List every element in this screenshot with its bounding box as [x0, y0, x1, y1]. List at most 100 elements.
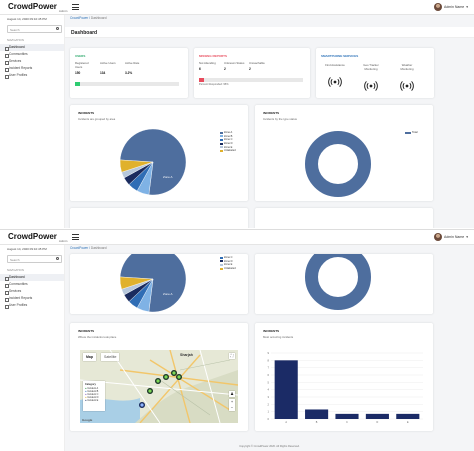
zoom-out-icon[interactable]: −	[230, 405, 234, 410]
legend-item[interactable]: Zone B	[220, 135, 236, 139]
service-label: Weather Monitoring	[400, 63, 414, 71]
sidebar-item-communities[interactable]: Communities	[0, 281, 64, 288]
sidebar-item-dashboard[interactable]: Dashboard	[0, 274, 64, 281]
incidents-area-card: INCIDENTS Incidents are grouped by area …	[70, 105, 248, 201]
breadcrumb: CrowdPower / Dashboard	[70, 16, 107, 20]
legend-item[interactable]: Zone D	[220, 142, 236, 146]
donut-slice[interactable]	[305, 254, 371, 310]
card-title: INCIDENTS	[78, 329, 95, 333]
zoom-controls[interactable]: + −	[229, 399, 235, 411]
service-find-assistance: Find Assistance	[323, 63, 347, 94]
title-bar: Dashboard	[65, 27, 474, 38]
map-attribution-logo: Google	[82, 418, 93, 422]
users-progress-bar	[75, 82, 179, 86]
incidents-area-card-partial: Zone A Zone C Zone D Zone E Unlabeled	[70, 254, 248, 314]
kpi-label: Not Attending	[199, 61, 216, 65]
kpi-label: Active Rate	[125, 61, 140, 65]
services-card: SMARTPHONE SERVICES Find Assistance Geo …	[316, 48, 434, 98]
avatar	[434, 233, 442, 241]
service-label: Find Assistance	[325, 63, 345, 67]
page-title: Dashboard	[71, 30, 98, 36]
legend-item[interactable]: Zone E	[220, 263, 236, 267]
sidebar: August 14, 2020 09:10:45 PM Search NAVIG…	[0, 245, 65, 451]
search-input[interactable]: Search	[7, 255, 62, 263]
search-icon[interactable]	[56, 257, 59, 260]
sidebar-item-services[interactable]: Services	[0, 58, 64, 65]
search-icon[interactable]	[56, 27, 59, 30]
bar-b[interactable]	[305, 409, 329, 419]
incidents-type-card-partial	[255, 254, 433, 314]
service-geo-tracker: Geo Tracker Monitoring	[359, 63, 383, 94]
legend-item[interactable]: Unlabeled	[220, 149, 236, 153]
incident-map[interactable]: Map Satellite Sharjah ⛶ ♟ + − Category ● …	[80, 350, 238, 423]
kpi-label: Unreachable	[249, 61, 265, 65]
brand-logo[interactable]: CrowdPower Admin	[8, 2, 68, 13]
legend-item[interactable]: Zone C	[220, 138, 236, 142]
service-weather: Weather Monitoring	[395, 63, 419, 94]
bar-d[interactable]	[365, 413, 389, 419]
user-menu[interactable]: Admin Name ▾	[434, 233, 468, 241]
kpi-value: 134	[100, 71, 106, 75]
chevron-down-icon: ▾	[466, 5, 468, 9]
broadcast-icon	[400, 81, 414, 91]
zoom-in-icon[interactable]: +	[230, 399, 234, 404]
map-type-map-tab[interactable]: Map	[83, 353, 96, 361]
incidents-bar-chart: 0 1 2 3 4 5 6 7 8 9 A B C D E	[268, 351, 423, 424]
legend-item[interactable]: Zone E	[220, 145, 236, 149]
menu-icon[interactable]	[72, 4, 79, 10]
kpi-value: 150	[75, 71, 81, 75]
pie-slice-unlabeled[interactable]	[119, 276, 154, 290]
user-menu[interactable]: Admin Name ▾	[434, 3, 468, 11]
donut-slice[interactable]	[305, 131, 371, 197]
screenshot-top: CrowdPower Admin Admin Name ▾ August 14, …	[0, 0, 474, 228]
sidebar-item-services[interactable]: Services	[0, 288, 64, 295]
kpi-value: 6	[199, 67, 201, 71]
legend-item[interactable]: Unlabeled	[220, 267, 236, 271]
map-type-satellite-tab[interactable]: Satellite	[101, 353, 120, 361]
pie-slice-unlabeled[interactable]	[119, 159, 154, 173]
sidebar-item-dashboard[interactable]: Dashboard	[0, 44, 64, 51]
bar-c[interactable]	[335, 413, 359, 419]
map-legend-item: ● Incident E	[85, 399, 99, 402]
sidebar: August 14, 2020 09:10:45 PM Search NAVIG…	[0, 15, 65, 228]
breadcrumb-root[interactable]: CrowdPower	[70, 246, 89, 250]
search-input[interactable]: Search	[7, 25, 62, 33]
incidents-pie-chart: Zone A	[119, 254, 187, 313]
sidebar-item-incident-reports[interactable]: Incident Reports	[0, 295, 64, 302]
fullscreen-icon[interactable]: ⛶	[229, 353, 235, 359]
chevron-down-icon: ▾	[466, 235, 468, 239]
kpi-label: Active Users	[100, 61, 116, 65]
incidents-map-card: INCIDENTS Where the incidents took place…	[70, 323, 248, 431]
legend-item[interactable]: Zone A	[220, 131, 236, 135]
sidebar-item-user-profiles[interactable]: User Profiles	[0, 72, 64, 79]
current-date: August 14, 2020 09:10:45 PM	[7, 17, 47, 21]
y-tick-label: 6	[268, 373, 270, 377]
menu-icon[interactable]	[72, 234, 79, 240]
nav-section-label: NAVIGATION	[7, 38, 24, 42]
y-tick-label: 8	[268, 358, 270, 362]
incidents-bar-card-partial	[255, 208, 433, 228]
breadcrumb-current: Dashboard	[90, 16, 107, 20]
x-tick-label: B	[316, 421, 318, 424]
card-subtitle: Where the incidents took place	[78, 335, 117, 339]
legend-item[interactable]: Total	[405, 131, 417, 135]
y-tick-label: 3	[268, 395, 270, 399]
user-name: Admin Name	[444, 5, 465, 9]
sidebar-item-communities[interactable]: Communities	[0, 51, 64, 58]
sidebar-item-incident-reports[interactable]: Incident Reports	[0, 65, 64, 72]
bar-a[interactable]	[274, 360, 298, 419]
brand-logo[interactable]: CrowdPower Admin	[8, 232, 68, 243]
breadcrumb-root[interactable]: CrowdPower	[70, 16, 89, 20]
bar-e[interactable]	[396, 413, 420, 419]
card-title: INCIDENTS	[78, 111, 95, 115]
sidebar-item-user-profiles[interactable]: User Profiles	[0, 302, 64, 309]
missing-progress-bar	[199, 78, 303, 82]
map-legend-item: ● Incident A	[85, 387, 99, 390]
incidents-bar-card: INCIDENTS Most occurring incidents 0 1 2 3 4…	[255, 323, 433, 431]
legend-item[interactable]: Zone D	[220, 260, 236, 264]
pegman-icon[interactable]: ♟	[229, 391, 235, 397]
x-tick-label: A	[285, 421, 287, 424]
missing-card-title: MISSING REPORTS	[199, 54, 228, 58]
legend-item[interactable]: Zone C	[220, 256, 236, 260]
pie-slice-zone-a[interactable]	[119, 254, 187, 313]
